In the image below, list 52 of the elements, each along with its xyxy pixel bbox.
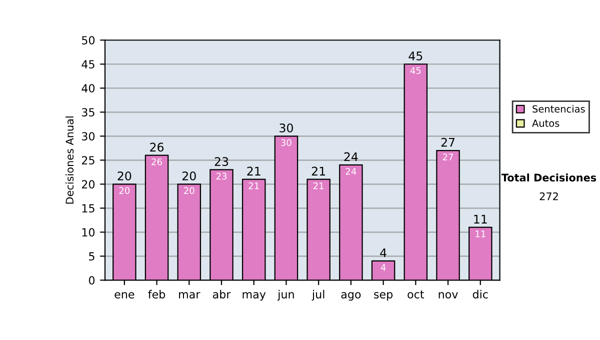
total-label: 21 xyxy=(312,166,325,176)
text: 272 xyxy=(540,192,558,200)
total-label: 27 xyxy=(441,138,455,147)
data-label: 30 xyxy=(281,139,292,146)
total-label: 20 xyxy=(182,171,196,180)
data-label: 20 xyxy=(119,187,130,194)
x-tick-label: sep xyxy=(374,292,393,301)
legend-label: Autos xyxy=(532,120,560,127)
total-label: 45 xyxy=(408,52,422,60)
total-label: 11 xyxy=(474,214,487,224)
y-tick-label: 0 xyxy=(88,276,95,285)
x-tick-label: feb xyxy=(148,290,166,298)
y-tick-label: 40 xyxy=(82,84,95,93)
total-label: 30 xyxy=(280,123,293,132)
data-label: 21 xyxy=(314,182,324,190)
legend-label: Sentencias xyxy=(532,105,585,113)
total-label: 20 xyxy=(118,171,132,180)
total-label: 24 xyxy=(344,152,358,162)
data-label: 23 xyxy=(216,172,227,180)
data-label: 20 xyxy=(184,187,194,194)
y-tick-label: 15 xyxy=(82,204,94,213)
y-tick-label: 35 xyxy=(82,108,94,117)
x-tick-label: ago xyxy=(341,292,361,301)
x-tick-label: ene xyxy=(114,292,134,298)
x-tick-label: jul xyxy=(312,290,324,301)
data-label: 4 xyxy=(380,264,386,271)
y-axis-title: Decisiones Anual xyxy=(66,116,74,204)
data-label: 45 xyxy=(410,67,421,74)
y-tick-label: 20 xyxy=(82,180,95,189)
y-tick-label: 30 xyxy=(82,132,95,141)
data-label: 24 xyxy=(346,168,356,175)
y-tick-label: 50 xyxy=(82,36,95,44)
data-label: 11 xyxy=(476,230,486,238)
x-tick-label: dic xyxy=(472,290,488,298)
x-tick-label: nov xyxy=(438,292,458,298)
x-tick-label: may xyxy=(242,292,266,301)
data-label: 26 xyxy=(152,158,162,166)
total-label: 21 xyxy=(247,166,260,176)
total-label: 23 xyxy=(214,157,228,166)
y-tick-label: 45 xyxy=(82,60,94,69)
y-tick-label: 25 xyxy=(82,156,94,165)
x-tick-label: abr xyxy=(212,290,231,298)
total-label: 26 xyxy=(150,142,164,152)
x-tick-label: mar xyxy=(179,292,200,298)
data-label: 27 xyxy=(442,154,453,160)
y-tick-label: 5 xyxy=(89,252,94,261)
total-label: 4 xyxy=(380,248,386,258)
text: Total Decisiones xyxy=(501,173,596,182)
x-tick-label: oct xyxy=(408,290,424,298)
x-tick-label: jun xyxy=(277,290,294,301)
data-label: 21 xyxy=(248,182,259,190)
y-tick-label: 10 xyxy=(82,228,95,237)
